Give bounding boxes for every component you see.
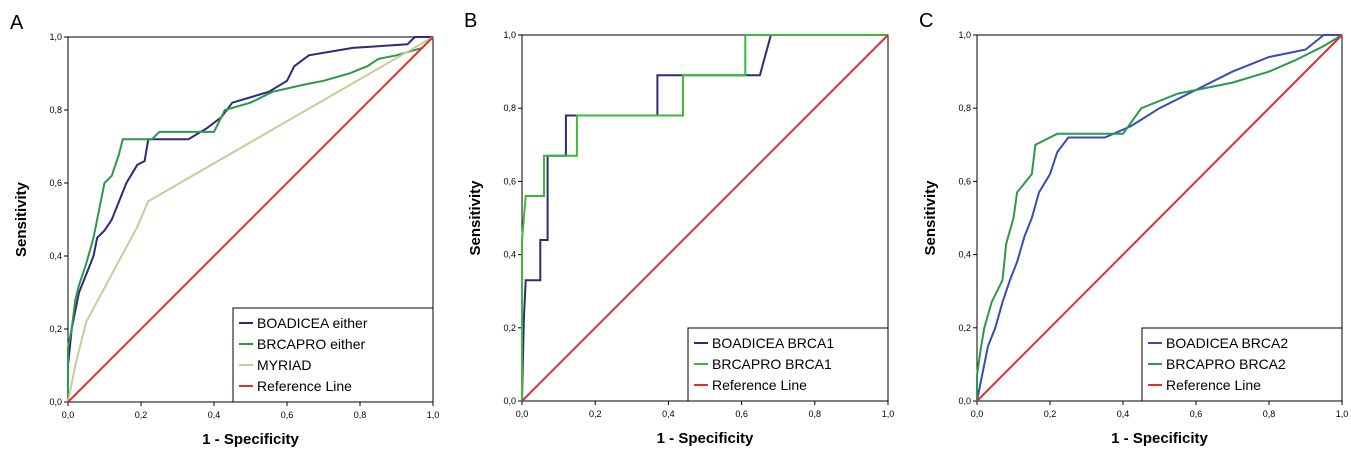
y-tick-label: 0,0 (958, 396, 971, 406)
legend-text: BRCAPRO either (257, 336, 365, 352)
x-tick-label: 0,8 (354, 410, 367, 420)
roc-curve (521, 34, 888, 401)
roc-curve (976, 34, 1343, 402)
y-tick-label: 0,2 (503, 323, 516, 333)
roc-curve (67, 36, 434, 402)
x-tick-label: 0,6 (735, 409, 748, 419)
x-tick-label: 0,2 (135, 410, 148, 420)
legend-text: BRCAPRO BRCA2 (1166, 356, 1286, 372)
x-tick-label: 0,2 (589, 409, 602, 419)
plot-clip (521, 34, 889, 402)
y-tick-label: 1,0 (49, 32, 62, 42)
plot-clip (976, 34, 1343, 402)
x-axis-label: 1 - Specificity (657, 430, 754, 447)
y-tick-label: 0,4 (503, 250, 516, 260)
y-tick-label: 0,4 (958, 250, 971, 260)
legend-text: BOADICEA BRCA2 (1166, 335, 1288, 351)
x-tick-label: 0,6 (1190, 409, 1203, 419)
roc-curve (976, 34, 1343, 401)
y-tick-label: 0,2 (49, 324, 62, 334)
x-tick-label: 0,6 (281, 410, 294, 420)
panel-label: B (464, 10, 477, 32)
x-tick-label: 0,4 (662, 409, 675, 419)
legend-text: BOADICEA either (257, 315, 368, 331)
legend-text: BOADICEA BRCA1 (712, 335, 834, 351)
y-tick-label: 0,6 (49, 178, 62, 188)
x-tick-label: 0,0 (516, 409, 529, 419)
y-tick-label: 0,4 (49, 251, 62, 261)
legend-text: Reference Line (1166, 377, 1261, 393)
legend-box (687, 327, 889, 402)
y-axis-label: Sensitivity (922, 180, 939, 256)
x-tick-label: 0,0 (62, 410, 75, 420)
x-tick-label: 1,0 (1336, 409, 1349, 419)
roc-curve (976, 34, 1342, 402)
legend-box (1141, 327, 1343, 402)
x-tick-label: 0,8 (809, 409, 822, 419)
legend-text: MYRIAD (257, 357, 311, 373)
y-tick-label: 0,2 (958, 323, 971, 333)
y-tick-label: 1,0 (958, 30, 971, 40)
plot-clip (67, 36, 434, 403)
x-tick-label: 0,4 (1117, 409, 1130, 419)
legend-text: Reference Line (257, 378, 352, 394)
x-tick-label: 0,4 (208, 410, 221, 420)
legend-box (232, 307, 434, 403)
legend-text: BRCAPRO BRCA1 (712, 356, 832, 372)
roc-curve (521, 34, 889, 402)
x-axis-label: 1 - Specificity (1111, 430, 1208, 447)
legend-text: Reference Line (712, 377, 807, 393)
y-axis-label: Sensitivity (467, 180, 484, 256)
x-tick-label: 0,2 (1044, 409, 1057, 419)
y-tick-label: 0,8 (503, 103, 516, 113)
roc-curve (67, 36, 433, 402)
x-tick-label: 1,0 (427, 410, 440, 420)
x-tick-label: 0,8 (1263, 409, 1276, 419)
y-tick-label: 1,0 (503, 30, 516, 40)
y-tick-label: 0,6 (958, 176, 971, 186)
roc-curve (67, 36, 434, 403)
x-tick-label: 1,0 (882, 409, 895, 419)
y-tick-label: 0,6 (503, 176, 516, 186)
y-tick-label: 0,8 (958, 103, 971, 113)
y-tick-label: 0,0 (503, 396, 516, 406)
panel-label: C (919, 10, 933, 32)
y-tick-label: 0,8 (49, 105, 62, 115)
y-tick-label: 0,0 (49, 397, 62, 407)
roc-curve (67, 36, 434, 403)
x-axis-label: 1 - Specificity (202, 431, 299, 448)
y-axis-label: Sensitivity (13, 181, 30, 257)
x-tick-label: 0,0 (971, 409, 984, 419)
panel-label: A (10, 12, 24, 34)
